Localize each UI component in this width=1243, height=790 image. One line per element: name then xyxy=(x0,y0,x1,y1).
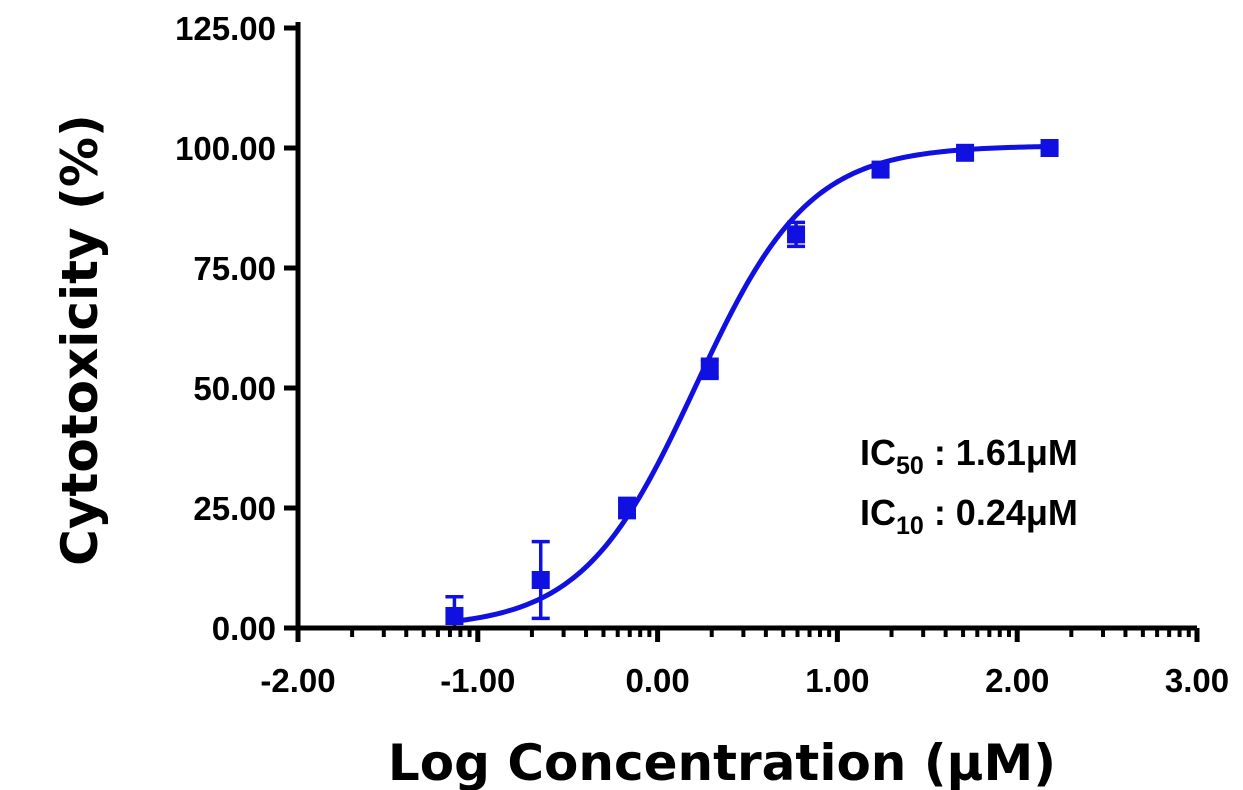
y-tick-label: 125.00 xyxy=(175,10,276,47)
data-point xyxy=(871,160,890,179)
x-tick-label: -1.00 xyxy=(440,662,515,699)
ic-annotation: IC10 : 0.24μM xyxy=(860,492,1078,540)
y-tick-label: 25.00 xyxy=(193,490,276,527)
data-point xyxy=(445,607,464,625)
y-tick-label: 75.00 xyxy=(193,250,276,287)
data-point xyxy=(956,143,975,162)
x-tick-label: 1.00 xyxy=(805,662,869,699)
data-point xyxy=(618,499,637,517)
x-tick-label: -2.00 xyxy=(260,662,335,699)
ic-annotation: IC50 : 1.61μM xyxy=(860,432,1078,480)
x-tick-label: 2.00 xyxy=(985,662,1049,699)
data-point xyxy=(531,571,550,589)
x-tick-label: 0.00 xyxy=(625,662,689,699)
x-axis-title: Log Concentration (μM) xyxy=(388,734,1056,790)
fit-curve xyxy=(454,144,1050,624)
ic-annotations: IC50 : 1.61μM IC10 : 0.24μM xyxy=(860,432,1078,540)
y-tick-label: 50.00 xyxy=(193,370,276,407)
data-point xyxy=(1040,139,1059,157)
y-axis-title: Cytotoxicity (%) xyxy=(51,114,109,566)
y-tick-label: 0.00 xyxy=(212,610,276,647)
data-point xyxy=(700,359,719,378)
data-point xyxy=(787,225,806,244)
y-tick-label: 100.00 xyxy=(175,130,276,167)
x-tick-label: 3.00 xyxy=(1165,662,1229,699)
